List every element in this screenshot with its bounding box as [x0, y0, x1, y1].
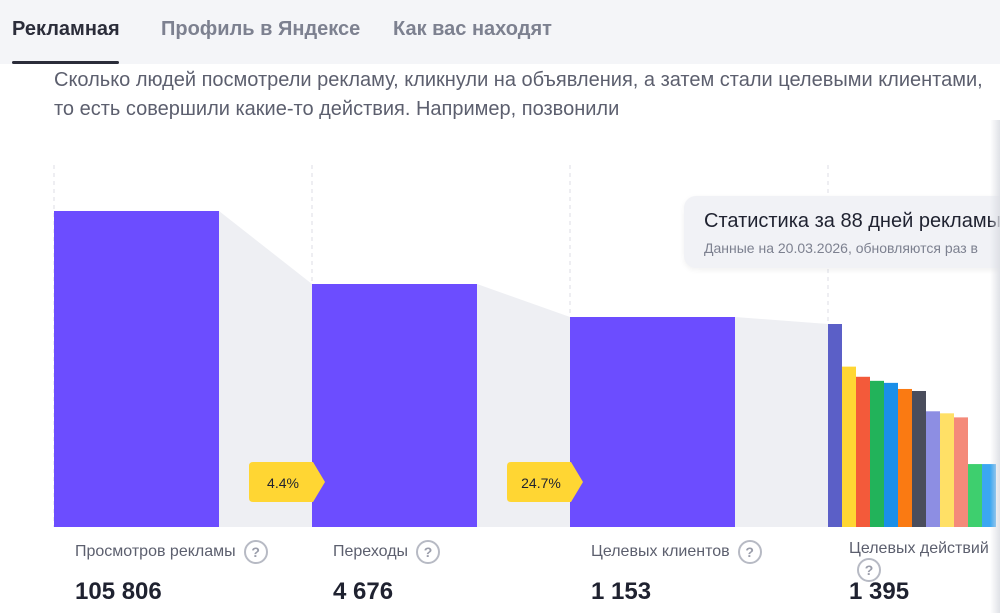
tab-advertising[interactable]: Рекламная [12, 18, 120, 40]
metric-value: 1 153 [591, 578, 652, 605]
help-icon[interactable]: ? [737, 540, 762, 564]
metric-value: 1 395 [849, 578, 910, 605]
action-bar [968, 464, 982, 527]
metric-value: 4 676 [333, 578, 394, 605]
funnel-bar-3 [570, 317, 735, 527]
description-line-1: Сколько людей посмотрели рекламу, кликну… [54, 69, 983, 91]
help-icon[interactable]: ? [416, 540, 441, 564]
action-bar [842, 366, 856, 527]
funnel-connector [735, 317, 828, 527]
metric-label: Переходы [333, 543, 409, 560]
action-bar [940, 413, 954, 527]
metric-target-actions: Целевых действий? 1 395 [849, 540, 1000, 605]
tab-bar: Рекламная Профиль в Яндексе Как вас нахо… [0, 0, 1000, 64]
action-bar [856, 376, 870, 527]
action-breakdown-bars [828, 324, 996, 527]
tab-yandex-profile[interactable]: Профиль в Яндексе [161, 18, 361, 40]
metric-label: Целевых действий [849, 540, 989, 557]
statistics-period-tooltip: Статистика за 88 дней рекламы Данные на … [684, 196, 1000, 268]
statistics-subtitle: Данные на 20.03.2026, обновляются раз в [704, 240, 978, 256]
action-bar [954, 417, 968, 527]
metric-label: Целевых клиентов [591, 543, 730, 560]
active-tab-indicator [12, 61, 119, 64]
metric-target-clients: Целевых клиентов? 1 153 [591, 540, 762, 605]
action-bar [828, 324, 842, 527]
conversion-badge-label: 24.7% [521, 475, 561, 491]
action-bar [898, 388, 912, 527]
conversion-badge [507, 462, 583, 502]
help-icon[interactable]: ? [243, 540, 268, 564]
conversion-badge [249, 462, 325, 502]
metric-value: 105 806 [75, 578, 162, 605]
description-line-2: то есть совершили какие-то действия. Нап… [54, 98, 620, 120]
action-bar [926, 411, 940, 527]
conversion-badge-label: 4.4% [267, 475, 299, 491]
funnel-description: Сколько людей посмотрели рекламу, кликну… [54, 66, 1000, 124]
action-bar [870, 380, 884, 527]
next-panel-edge [990, 120, 1000, 613]
metric-label: Просмотров рекламы [75, 543, 236, 560]
funnel-chart: 4.4% 24.7% [53, 165, 996, 527]
help-icon[interactable]: ? [857, 558, 881, 583]
funnel-bars [54, 211, 735, 527]
conversion-badges: 4.4% 24.7% [249, 462, 583, 502]
action-bar [912, 390, 926, 527]
statistics-title: Статистика за 88 дней рекламы [704, 210, 1000, 232]
funnel-bar-2 [312, 284, 477, 527]
funnel-connector [219, 211, 312, 527]
funnel-bar-1 [54, 211, 219, 527]
metric-clicks: Переходы? 4 676 [333, 540, 441, 605]
tab-how-found[interactable]: Как вас находят [393, 18, 552, 40]
action-bar [884, 382, 898, 527]
metric-ad-views: Просмотров рекламы? 105 806 [75, 540, 268, 605]
